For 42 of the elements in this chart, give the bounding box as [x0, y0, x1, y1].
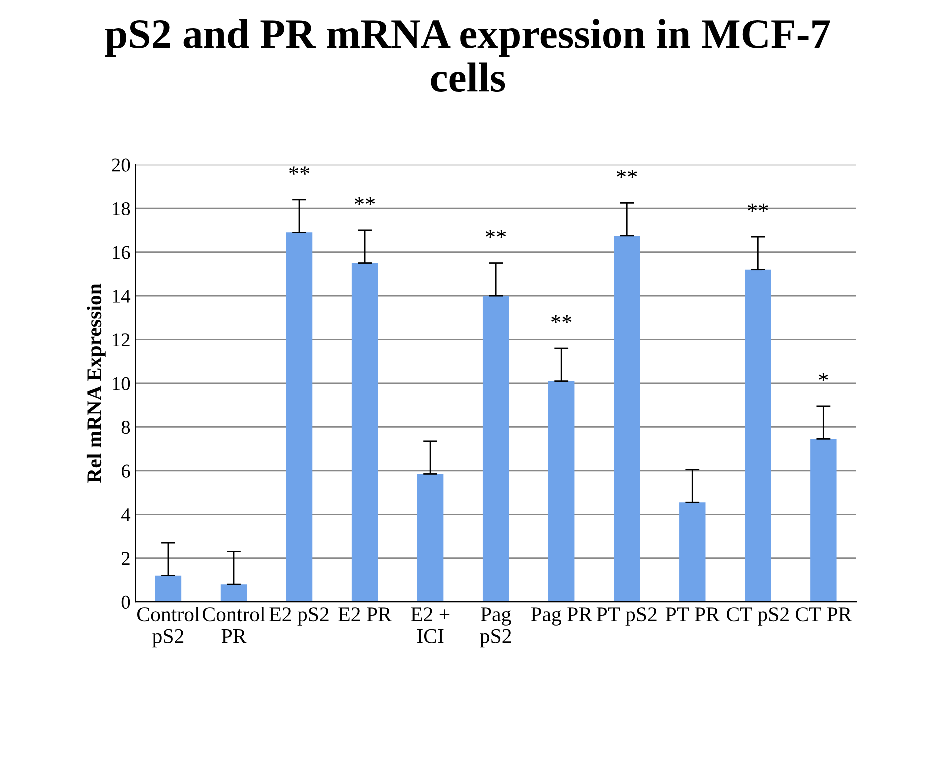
x-tick-label: Control pS2 [138, 606, 200, 648]
x-tick-label: E2 pS2 [270, 608, 329, 626]
bar [482, 296, 510, 602]
annotation: ** [748, 204, 768, 212]
bar [417, 474, 444, 602]
chart-title: pS2 and PR mRNA expression in MCF-7 cells [105, 19, 830, 92]
annotation: * [819, 373, 828, 382]
annotation: ** [552, 315, 572, 324]
y-tick-label: 10 [113, 377, 130, 390]
y-tick-label: 8 [122, 421, 130, 434]
x-tick-label: PT pS2 [596, 608, 657, 626]
x-tick-label: CT PR [796, 608, 852, 622]
y-tick-label: 0 [122, 596, 130, 610]
y-tick-label: 16 [113, 246, 130, 260]
y-tick-label: 2 [122, 552, 130, 566]
annotation: ** [486, 230, 506, 238]
x-tick-label: Pag PR [531, 608, 593, 626]
y-tick-label: 12 [113, 334, 130, 347]
y-axis-title: Rel mRNA Expression [86, 284, 106, 484]
bar [745, 270, 772, 602]
y-tick-label: 14 [113, 290, 131, 303]
x-tick-label: CT pS2 [727, 608, 789, 626]
x-tick-label: PT PR [666, 608, 720, 622]
bar [548, 381, 575, 602]
bar [810, 439, 837, 602]
bar [352, 263, 378, 602]
annotation: ** [617, 170, 638, 178]
bar [286, 232, 313, 602]
y-tick-label: 4 [122, 508, 131, 522]
bar [680, 502, 706, 602]
annotation: ** [289, 166, 310, 175]
bar [614, 236, 640, 602]
bar [220, 584, 248, 602]
annotation: ** [355, 197, 376, 206]
x-tick-label: E2 + ICI [411, 608, 450, 644]
x-tick-label: Pag pS2 [480, 608, 512, 648]
y-tick-label: 20 [112, 158, 130, 172]
bar [155, 576, 182, 602]
x-tick-label: E2 PR [338, 608, 392, 622]
y-tick-label: 6 [122, 464, 130, 478]
y-tick-label: 18 [113, 202, 130, 216]
x-tick-label: Control PR [203, 606, 266, 644]
